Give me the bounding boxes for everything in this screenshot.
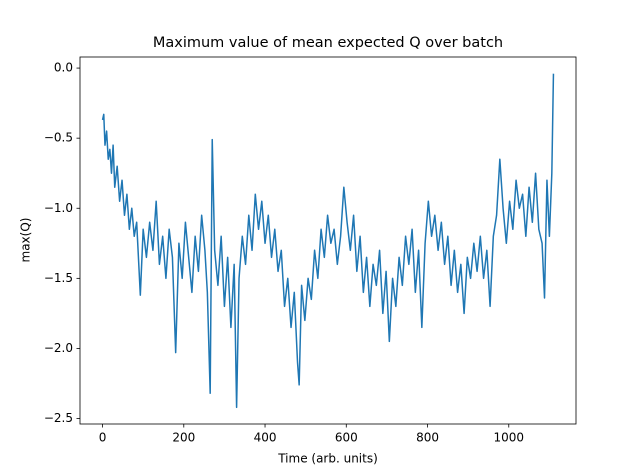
y-tick-label: −2.5 — [44, 411, 73, 425]
chart-title: Maximum value of mean expected Q over ba… — [153, 35, 503, 51]
y-tick-label: −2.0 — [44, 341, 73, 355]
y-tick-label: −1.0 — [44, 201, 73, 215]
x-tick-label: 200 — [172, 431, 195, 445]
x-tick-label: 0 — [99, 431, 107, 445]
x-axis-label: Time (arb. units) — [277, 452, 378, 466]
x-tick-label: 600 — [335, 431, 358, 445]
x-tick-label: 1000 — [493, 431, 524, 445]
y-tick-label: 0.0 — [54, 61, 73, 75]
data-line — [101, 73, 555, 409]
y-tick-label: −0.5 — [44, 131, 73, 145]
x-tick-label: 800 — [416, 431, 439, 445]
plot-frame — [79, 56, 577, 425]
y-tick-label: −1.5 — [44, 271, 73, 285]
x-tick-label: 400 — [254, 431, 277, 445]
y-axis-label: max(Q) — [19, 218, 33, 263]
